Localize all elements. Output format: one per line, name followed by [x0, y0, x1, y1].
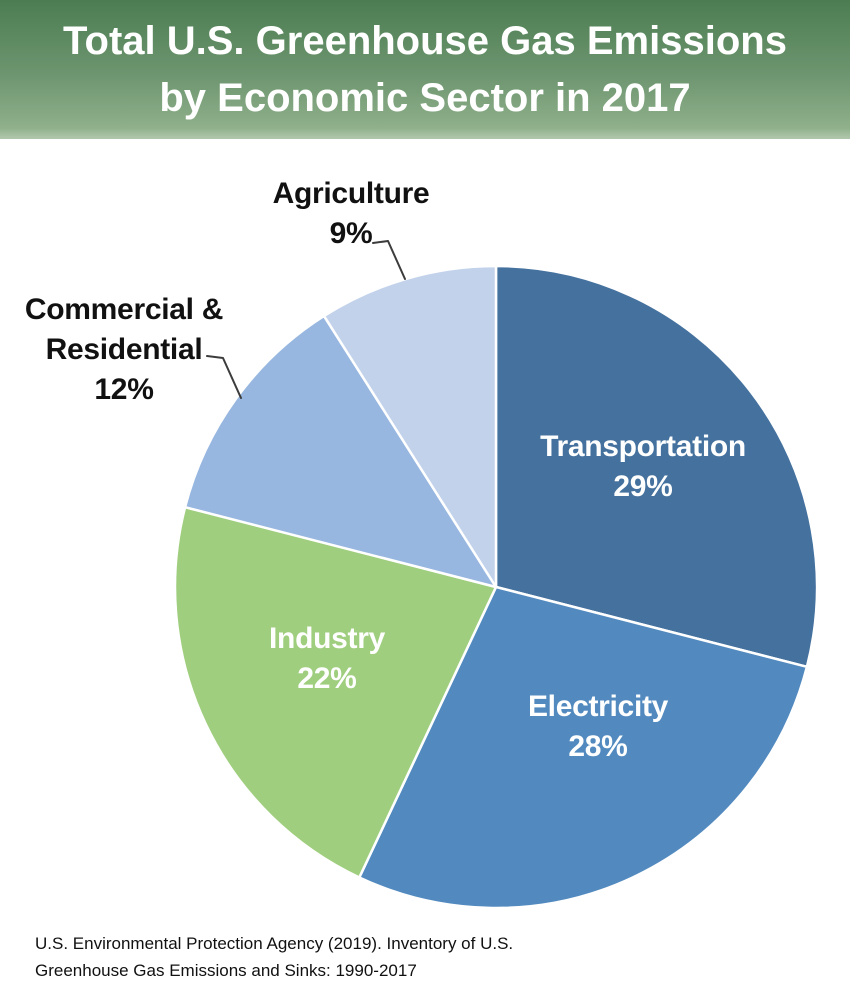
pie-slice-transportation — [494, 264, 819, 669]
industry-percent: 22% — [297, 662, 357, 695]
page-title-line1: Total U.S. Greenhouse Gas Emissions — [63, 19, 787, 63]
industry-slice-label: Industry 22% — [269, 619, 385, 699]
source-citation-line2: Greenhouse Gas Emissions and Sinks: 1990… — [35, 961, 417, 980]
transportation-percent: 29% — [613, 470, 673, 503]
electricity-slice-label: Electricity 28% — [528, 687, 668, 767]
agriculture-label-text: Agriculture — [272, 177, 430, 210]
industry-label-text: Industry — [269, 622, 385, 655]
electricity-label-text: Electricity — [527, 690, 669, 723]
commercial-label-text: Commercial & Residential — [24, 293, 224, 366]
commercial-callout-label: Commercial & Residential 12% — [17, 290, 232, 410]
transportation-slice-label: Transportation 29% — [540, 427, 746, 507]
title-banner: Total U.S. Greenhouse Gas Emissions by E… — [0, 0, 850, 139]
page-title: Total U.S. Greenhouse Gas Emissions by E… — [0, 0, 850, 127]
page-title-line2: by Economic Sector in 2017 — [159, 76, 691, 120]
transportation-label-text: Transportation — [540, 430, 746, 463]
pie-slices — [173, 264, 819, 910]
source-citation-line1: U.S. Environmental Protection Agency (20… — [35, 934, 514, 953]
source-citation: U.S. Environmental Protection Agency (20… — [35, 930, 635, 984]
commercial-leader-line — [206, 355, 242, 399]
agriculture-percent: 9% — [329, 217, 373, 250]
pie-slice-industry — [173, 505, 498, 879]
commercial-percent: 12% — [94, 373, 154, 406]
pie-slice-electricity — [358, 585, 809, 910]
agriculture-leader-line — [372, 240, 406, 280]
pie-slice-agriculture — [322, 264, 498, 589]
agriculture-callout-label: Agriculture 9% — [273, 174, 430, 254]
electricity-percent: 28% — [568, 730, 628, 763]
pie-slice-commercial-residential — [183, 314, 498, 589]
